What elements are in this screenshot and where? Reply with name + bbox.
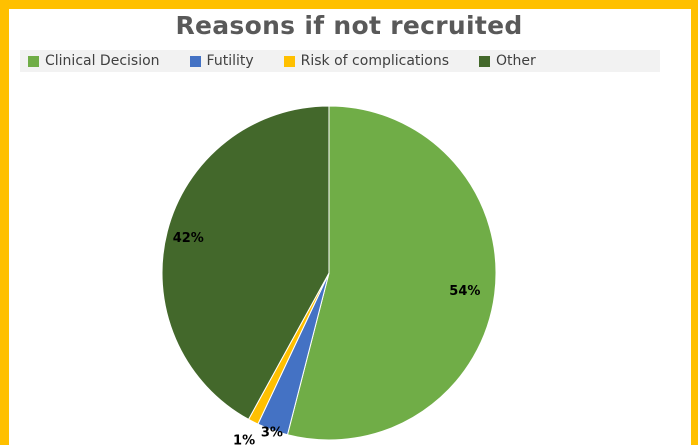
pie-slice-clinical-decision — [286, 105, 497, 441]
legend-item-clinical-decision: Clinical Decision — [28, 53, 160, 69]
data-label-futility: 3% — [261, 426, 283, 441]
legend-swatch — [283, 55, 295, 67]
legend-item-risk-of-complications: Risk of complications — [283, 53, 450, 69]
legend-swatch — [28, 55, 39, 67]
legend-label: Futility — [206, 53, 254, 69]
legend-label: Clinical Decision — [45, 53, 160, 69]
pie-slice-other — [161, 105, 330, 421]
legend-item-other: Other — [479, 53, 536, 69]
data-label-clinical-decision: 54% — [449, 284, 480, 299]
chart-legend: Clinical Decision Futility Risk of complic… — [20, 50, 660, 72]
legend-label: Risk of complications — [300, 53, 450, 69]
legend-label: Other — [496, 53, 536, 69]
data-label-risk-of-complications: 1% — [233, 434, 255, 445]
chart-title: Reasons if not recruited — [175, 11, 523, 40]
legend-swatch — [479, 55, 491, 67]
data-label-other: 42% — [173, 231, 204, 246]
legend-swatch — [189, 55, 201, 67]
legend-item-futility: Futility — [189, 53, 254, 69]
